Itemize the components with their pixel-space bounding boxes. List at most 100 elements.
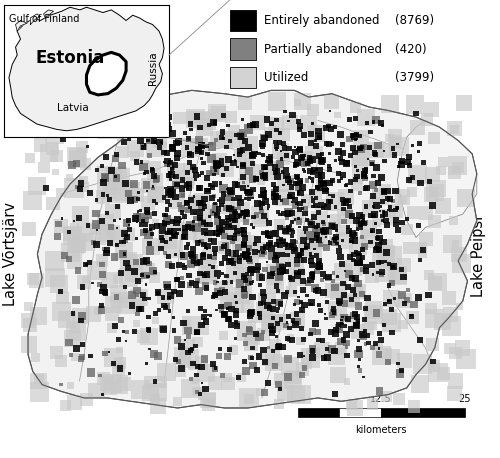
Point — [293, 261, 301, 268]
Point — [319, 204, 327, 212]
Point — [142, 221, 150, 228]
Point — [276, 139, 283, 147]
Point — [271, 362, 279, 369]
Point — [234, 244, 242, 251]
Point — [33, 182, 41, 190]
Point — [316, 241, 324, 248]
Point — [275, 343, 283, 350]
Point — [253, 175, 261, 182]
Point — [434, 185, 442, 192]
Point — [263, 258, 271, 266]
Point — [200, 200, 207, 207]
Point — [186, 347, 194, 354]
Point — [267, 322, 275, 329]
Point — [303, 177, 311, 184]
Point — [201, 271, 209, 278]
Point — [151, 177, 159, 185]
Point — [46, 100, 54, 107]
Point — [358, 261, 366, 268]
Point — [294, 256, 302, 264]
Point — [98, 256, 106, 263]
Point — [176, 114, 184, 121]
Point — [392, 221, 400, 228]
Point — [452, 377, 460, 385]
Point — [285, 144, 293, 152]
Point — [182, 181, 190, 188]
Point — [260, 331, 268, 338]
Point — [462, 355, 470, 363]
Text: Lake Võrtsjärv: Lake Võrtsjärv — [4, 202, 18, 306]
Point — [160, 249, 168, 256]
Point — [336, 155, 344, 162]
Point — [356, 367, 364, 375]
Point — [394, 205, 402, 212]
Point — [124, 190, 132, 197]
Point — [353, 258, 361, 266]
Point — [173, 230, 181, 237]
Point — [140, 143, 147, 150]
Point — [218, 196, 226, 204]
Point — [420, 159, 428, 166]
Point — [114, 365, 122, 373]
Point — [376, 193, 384, 200]
Point — [136, 207, 144, 214]
Point — [192, 224, 200, 231]
Point — [218, 128, 226, 136]
Point — [220, 112, 228, 119]
Point — [270, 273, 278, 281]
Point — [252, 211, 260, 218]
Point — [328, 311, 336, 319]
Point — [307, 257, 315, 265]
Point — [322, 227, 330, 234]
Point — [248, 344, 256, 352]
Point — [398, 196, 406, 203]
Point — [224, 223, 232, 230]
Point — [296, 337, 304, 344]
Point — [198, 229, 206, 236]
Point — [323, 203, 331, 210]
Point — [188, 375, 196, 382]
Point — [246, 310, 254, 317]
Point — [308, 253, 316, 261]
Point — [178, 281, 186, 288]
Point — [72, 160, 80, 167]
Point — [364, 339, 372, 346]
Point — [294, 118, 302, 125]
Point — [97, 237, 105, 244]
Point — [262, 358, 270, 365]
Point — [246, 122, 254, 129]
Point — [82, 276, 90, 283]
Point — [363, 119, 371, 126]
Point — [454, 162, 462, 169]
Point — [276, 224, 284, 231]
Point — [142, 169, 150, 176]
Point — [232, 335, 239, 342]
Point — [309, 274, 317, 281]
Point — [382, 256, 390, 263]
Point — [206, 221, 214, 228]
Point — [239, 271, 247, 278]
Point — [260, 135, 268, 142]
Point — [58, 308, 66, 315]
Point — [72, 101, 80, 108]
Point — [136, 386, 144, 393]
Point — [206, 395, 214, 403]
Point — [248, 152, 256, 159]
Point — [71, 353, 79, 360]
Point — [86, 259, 94, 266]
Point — [280, 155, 287, 162]
Point — [102, 229, 110, 236]
Point — [231, 269, 239, 276]
Point — [330, 309, 338, 316]
Point — [312, 234, 320, 242]
Point — [353, 260, 361, 267]
Polygon shape — [28, 90, 477, 408]
Point — [279, 267, 287, 274]
Point — [304, 197, 312, 205]
Point — [267, 234, 275, 241]
Point — [218, 226, 226, 233]
Point — [278, 169, 286, 176]
Point — [217, 303, 225, 310]
Point — [352, 274, 360, 282]
Point — [375, 246, 383, 253]
